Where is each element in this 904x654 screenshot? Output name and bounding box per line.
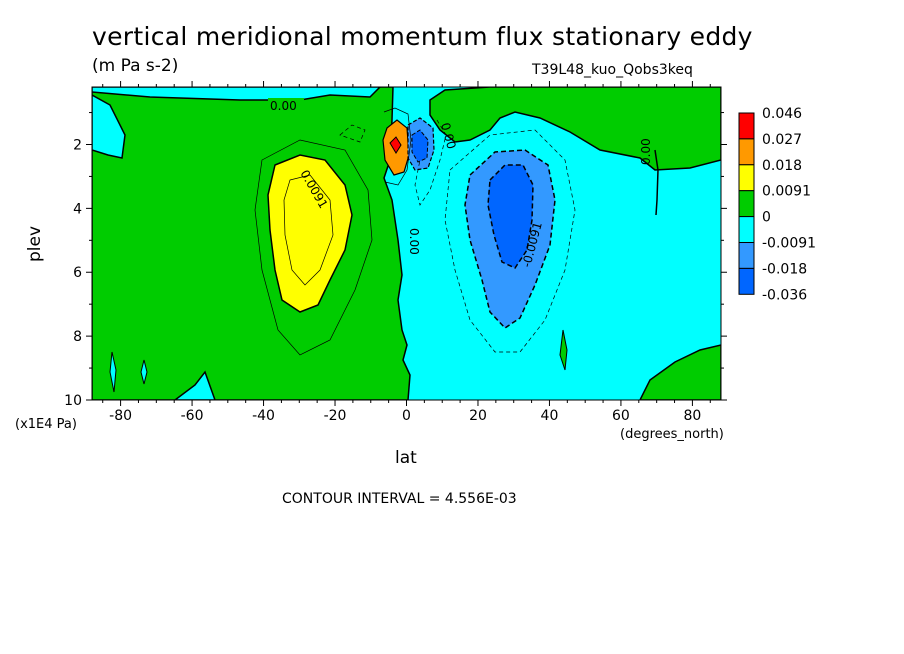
cyan-pocket-northwest bbox=[92, 94, 126, 159]
colorbar-label: 0.027 bbox=[762, 132, 802, 148]
plot-area bbox=[92, 87, 721, 400]
y-tick-label: 6 bbox=[73, 265, 82, 281]
y-axis-units: (x1E4 Pa) bbox=[15, 417, 77, 432]
x-tick-label: 60 bbox=[612, 408, 630, 424]
contour-interval: CONTOUR INTERVAL = 4.556E-03 bbox=[282, 491, 517, 507]
green-region-northeast bbox=[429, 87, 721, 171]
cyan-sliver-south bbox=[109, 351, 148, 393]
green-region-west bbox=[92, 87, 411, 400]
contour-line-south-inner bbox=[283, 174, 334, 286]
red-core-equator bbox=[389, 136, 402, 154]
x-tick-label: -80 bbox=[109, 408, 132, 424]
y-tick-label: 8 bbox=[73, 329, 82, 345]
colorbar-label: -0.018 bbox=[762, 261, 807, 277]
y-tick-label: 2 bbox=[73, 137, 82, 153]
colorbar-swatch bbox=[738, 190, 755, 218]
x-tick-label: -40 bbox=[252, 408, 275, 424]
x-tick-label: 40 bbox=[541, 408, 559, 424]
colorbar-swatch bbox=[738, 242, 755, 269]
y-tick-label: 10 bbox=[64, 393, 82, 409]
colorbar-label: 0.046 bbox=[762, 106, 802, 122]
cyan-pocket-southwest bbox=[173, 370, 216, 400]
y-axis: 2 4 6 8 10 bbox=[64, 112, 727, 409]
contour-line-north-outer bbox=[444, 129, 576, 353]
dark-blue-cell-equator bbox=[411, 129, 429, 163]
contour-line-equator-dashed bbox=[339, 119, 447, 206]
colorbar-label: 0.0091 bbox=[762, 184, 811, 200]
green-patch-southeast bbox=[639, 344, 721, 400]
run-id-label: T39L48_kuo_Qobs3keq bbox=[532, 62, 693, 78]
contour-label: 0.00 bbox=[270, 99, 297, 113]
yellow-lobe-south bbox=[267, 154, 353, 313]
contour-line-south-outer bbox=[254, 139, 373, 356]
contour-label: 0.00 bbox=[438, 121, 458, 150]
colorbar-label: 0 bbox=[762, 210, 771, 226]
y-tick-label: 4 bbox=[73, 201, 82, 217]
y-axis-label: plev bbox=[25, 226, 45, 262]
x-tick-label: 80 bbox=[683, 408, 701, 424]
colorbar-swatch bbox=[738, 164, 755, 192]
dark-blue-core-north bbox=[487, 164, 534, 269]
colorbar-label: 0.018 bbox=[762, 158, 802, 174]
colorbar-swatch bbox=[738, 112, 755, 140]
x-tick-label: -60 bbox=[181, 408, 204, 424]
contour-label: 0.00 bbox=[639, 138, 653, 165]
x-axis: -80 -60 -40 -20 0 20 40 60 80 bbox=[102, 81, 711, 424]
colorbar: 0.046 0.027 0.018 0.0091 0 -0.0091 -0.018 -0.03… bbox=[738, 106, 816, 303]
green-patch-lat44 bbox=[559, 329, 568, 371]
chart-units: (m Pa s-2) bbox=[92, 56, 179, 76]
colorbar-swatch bbox=[738, 216, 755, 244]
colorbar-label: -0.036 bbox=[762, 287, 807, 303]
contour-line-equator-solid bbox=[383, 107, 412, 186]
contour-label: 0.00 bbox=[407, 228, 421, 255]
colorbar-swatch bbox=[738, 267, 755, 295]
chart-title: vertical meridional momentum flux statio… bbox=[92, 22, 753, 51]
colorbar-swatch bbox=[738, 138, 755, 166]
contour-line-70n bbox=[654, 149, 659, 216]
colorbar-label: -0.0091 bbox=[762, 236, 816, 252]
x-tick-label: -20 bbox=[324, 408, 347, 424]
x-axis-label: lat bbox=[395, 448, 417, 468]
x-axis-units: (degrees_north) bbox=[620, 427, 724, 442]
x-tick-label: 0 bbox=[402, 408, 411, 424]
x-tick-label: 20 bbox=[469, 408, 487, 424]
